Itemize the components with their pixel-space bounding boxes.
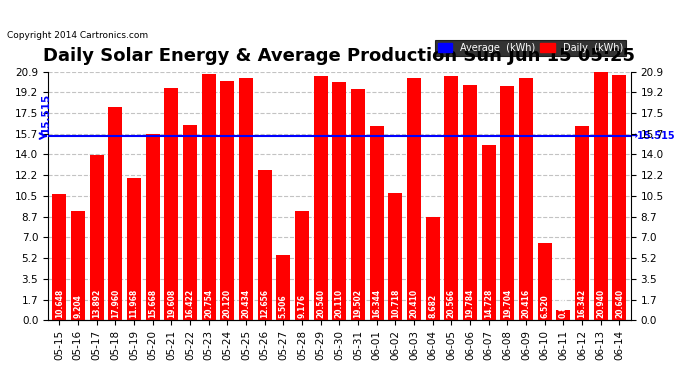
Text: 5.506: 5.506 xyxy=(279,294,288,318)
Bar xyxy=(146,134,159,320)
Text: 15.668: 15.668 xyxy=(148,289,157,318)
Text: 19.784: 19.784 xyxy=(466,288,475,318)
Text: 10.648: 10.648 xyxy=(55,288,63,318)
Text: →15.515: →15.515 xyxy=(629,131,675,141)
Bar xyxy=(183,125,197,320)
Text: 20.754: 20.754 xyxy=(204,289,213,318)
Bar xyxy=(444,76,458,320)
Bar xyxy=(295,211,309,320)
Text: 20.640: 20.640 xyxy=(615,289,624,318)
Text: 13.892: 13.892 xyxy=(92,288,101,318)
Text: 8.682: 8.682 xyxy=(428,294,437,318)
Text: Copyright 2014 Cartronics.com: Copyright 2014 Cartronics.com xyxy=(7,30,148,39)
Text: 19.608: 19.608 xyxy=(167,288,176,318)
Text: 20.110: 20.110 xyxy=(335,289,344,318)
Bar xyxy=(519,78,533,320)
Bar xyxy=(108,107,122,320)
Text: 17.960: 17.960 xyxy=(110,288,119,318)
Text: 10.718: 10.718 xyxy=(391,288,400,318)
Bar xyxy=(314,76,328,320)
Bar xyxy=(370,126,384,320)
Bar xyxy=(538,243,552,320)
Text: 20.410: 20.410 xyxy=(410,289,419,318)
Text: 20.940: 20.940 xyxy=(596,289,605,318)
Text: 9.176: 9.176 xyxy=(297,294,306,318)
Text: 9.204: 9.204 xyxy=(73,294,82,318)
Text: 20.416: 20.416 xyxy=(522,289,531,318)
Bar xyxy=(407,78,421,320)
Bar xyxy=(220,81,235,320)
Bar xyxy=(426,217,440,320)
Text: 20.566: 20.566 xyxy=(447,289,456,318)
Bar xyxy=(90,155,104,320)
Text: 15.515: 15.515 xyxy=(41,92,51,132)
Bar xyxy=(201,74,215,320)
Bar xyxy=(257,170,272,320)
Bar xyxy=(239,78,253,320)
Bar xyxy=(463,86,477,320)
Text: 16.422: 16.422 xyxy=(186,289,195,318)
Text: 0.814: 0.814 xyxy=(559,294,568,318)
Bar xyxy=(556,310,571,320)
Text: 20.434: 20.434 xyxy=(241,289,250,318)
Bar xyxy=(276,255,290,320)
Text: 19.704: 19.704 xyxy=(503,288,512,318)
Text: 16.342: 16.342 xyxy=(578,289,586,318)
Bar xyxy=(482,146,495,320)
Text: 6.520: 6.520 xyxy=(540,294,549,318)
Text: 20.120: 20.120 xyxy=(223,289,232,318)
Legend: Average  (kWh), Daily  (kWh): Average (kWh), Daily (kWh) xyxy=(435,40,626,56)
Text: 12.656: 12.656 xyxy=(260,289,269,318)
Bar xyxy=(127,178,141,320)
Text: 20.540: 20.540 xyxy=(316,289,325,318)
Title: Daily Solar Energy & Average Production Sun Jun 15 05:25: Daily Solar Energy & Average Production … xyxy=(43,47,635,65)
Bar xyxy=(333,82,346,320)
Text: 11.968: 11.968 xyxy=(130,288,139,318)
Bar xyxy=(52,194,66,320)
Bar xyxy=(613,75,627,320)
Text: 19.502: 19.502 xyxy=(353,289,362,318)
Bar xyxy=(594,72,608,320)
Bar xyxy=(388,193,402,320)
Bar xyxy=(500,86,515,320)
Text: 16.344: 16.344 xyxy=(372,289,381,318)
Bar xyxy=(351,89,365,320)
Text: 14.728: 14.728 xyxy=(484,288,493,318)
Bar xyxy=(71,211,85,320)
Bar xyxy=(164,87,178,320)
Bar xyxy=(575,126,589,320)
